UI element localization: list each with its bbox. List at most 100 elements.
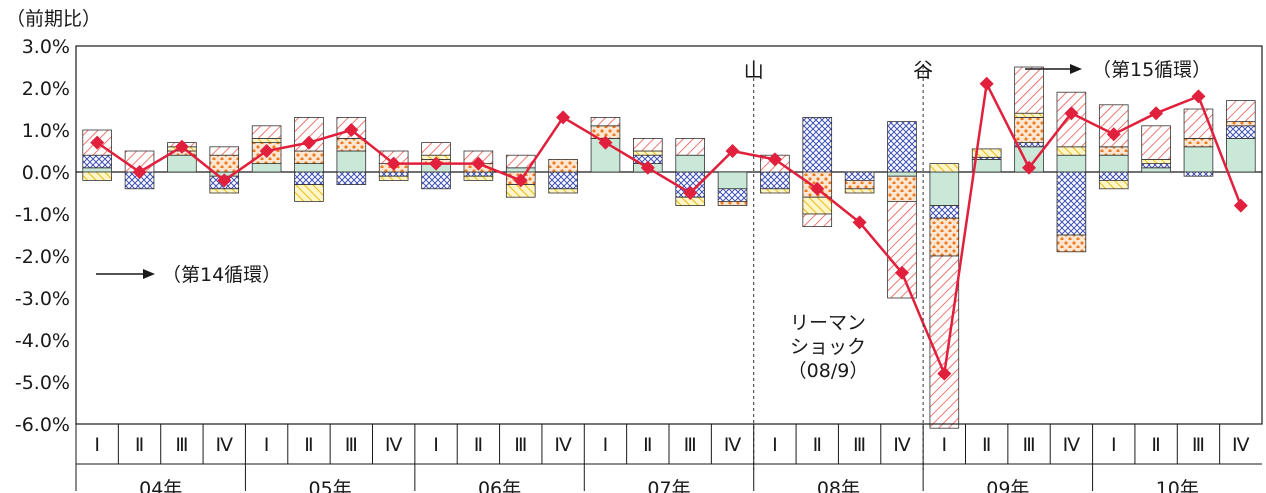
bar-segment-blue-crosshatch — [1183, 171, 1214, 177]
bar-segment-yellow-hatch — [844, 188, 875, 194]
growth-line — [96, 79, 1242, 379]
bar-segment-green-solid — [929, 171, 960, 206]
bar-segment-orange-dots — [929, 217, 960, 257]
bar-segment-green-solid — [717, 171, 748, 190]
bar-segment-blue-crosshatch — [802, 117, 833, 173]
growth-point — [725, 144, 740, 158]
bar-segment-blue-crosshatch — [548, 171, 578, 190]
growth-point — [1149, 106, 1164, 121]
bar-segment-yellow-hatch — [548, 188, 578, 194]
growth-point — [1191, 89, 1206, 104]
bar-segment-red-hatch — [505, 154, 536, 169]
y-tick-label: -3.0% — [15, 288, 70, 310]
bar-segment-red-hatch — [675, 137, 705, 156]
growth-point — [513, 173, 528, 188]
bar-segment-green-solid — [294, 163, 324, 173]
bar-segment-green-solid — [251, 163, 282, 173]
bar-segment-blue-crosshatch — [929, 205, 960, 219]
y-tick-label: -4.0% — [15, 330, 70, 352]
growth-point — [979, 76, 994, 91]
growth-point — [386, 156, 401, 171]
x-year-label: 07年 — [647, 478, 690, 493]
growth-point — [1022, 160, 1037, 175]
bar-segment-yellow-hatch — [1141, 158, 1171, 164]
x-year-label: 06年 — [478, 478, 521, 493]
growth-point — [767, 152, 782, 167]
x-quarter-label: Ⅲ — [1022, 434, 1035, 456]
bar-segment-green-solid — [1183, 146, 1214, 173]
x-quarter-label: Ⅲ — [175, 434, 188, 456]
bar-segment-yellow-hatch — [802, 196, 833, 215]
cycle-marker-label: 山 — [744, 58, 764, 82]
bar-segment-orange-dots — [294, 150, 324, 164]
bar-segment-yellow-hatch — [1056, 146, 1087, 156]
x-quarter-label: Ⅰ — [1111, 434, 1117, 456]
y-tick-label: 2.0% — [22, 78, 70, 100]
growth-point — [90, 135, 105, 150]
bar-segment-yellow-hatch — [463, 175, 494, 181]
bar-segment-green-solid — [1056, 154, 1087, 173]
bar-segment-yellow-hatch — [251, 137, 282, 143]
bar-segment-red-hatch — [590, 117, 621, 127]
growth-point — [640, 160, 655, 175]
bar-segment-green-solid — [167, 154, 197, 173]
x-year-label: 05年 — [309, 478, 352, 493]
x-quarter-label: Ⅳ — [893, 434, 911, 456]
x-quarter-label: Ⅱ — [474, 434, 483, 456]
bar-segment-orange-dots — [844, 179, 875, 190]
bar-segment-yellow-hatch — [1014, 112, 1044, 118]
bar-segment-green-solid — [505, 167, 536, 173]
bar-segment-red-hatch — [802, 213, 833, 227]
bar-segment-red-hatch — [1014, 66, 1044, 114]
bar-segment-blue-crosshatch — [717, 188, 748, 202]
bar-segment-blue-crosshatch — [760, 171, 790, 190]
bar-segment-orange-dots — [1098, 146, 1129, 156]
unit-label: （前期比） — [6, 8, 102, 30]
cycle15-label: （第15循環） — [1092, 59, 1211, 81]
growth-point — [132, 165, 147, 179]
bar-segment-orange-dots — [336, 137, 367, 152]
bar-segment-blue-crosshatch — [1056, 171, 1087, 236]
x-quarter-label: Ⅱ — [1151, 434, 1160, 456]
bar-segment-yellow-hatch — [294, 184, 324, 202]
growth-point — [937, 366, 952, 381]
growth-point — [598, 135, 613, 150]
bar-segment-orange-dots — [1183, 137, 1214, 148]
x-year-label: 08年 — [817, 478, 860, 493]
lehman-annotation: （08/9） — [788, 360, 869, 382]
cycle15-arrow-head — [1070, 64, 1082, 74]
bar-segment-green-solid — [1141, 167, 1171, 173]
y-tick-label: 0.0% — [22, 162, 70, 184]
y-tick-label: -6.0% — [15, 414, 70, 436]
bar-segment-orange-dots — [1056, 234, 1087, 253]
bar-segment-red-hatch — [251, 125, 282, 139]
y-tick-label: -2.0% — [15, 246, 70, 268]
bar-segment-red-hatch — [929, 255, 960, 429]
bar-segment-red-hatch — [1141, 125, 1171, 160]
bar-segment-orange-dots — [209, 154, 240, 173]
x-quarter-label: Ⅱ — [643, 434, 652, 456]
bar-segment-blue-crosshatch — [887, 121, 917, 173]
bar-segment-green-solid — [887, 171, 917, 177]
x-quarter-label: Ⅰ — [942, 434, 948, 456]
growth-point — [344, 123, 359, 137]
growth-point — [852, 215, 867, 230]
bar-segment-blue-crosshatch — [421, 171, 451, 190]
bar-segment-yellow-hatch — [929, 163, 960, 173]
bar-segment-yellow-hatch — [378, 175, 409, 181]
y-tick-label: -1.0% — [15, 204, 70, 226]
x-quarter-label: Ⅰ — [603, 434, 609, 456]
bar-segment-blue-crosshatch — [82, 154, 112, 169]
bar-segment-blue-crosshatch — [294, 171, 324, 185]
bar-segment-blue-crosshatch — [336, 171, 367, 185]
bar-segment-orange-dots — [887, 175, 917, 202]
x-year-label: 04年 — [139, 478, 182, 493]
x-quarter-label: Ⅱ — [982, 434, 991, 456]
growth-point — [259, 144, 274, 158]
bar-segment-orange-dots — [717, 200, 748, 206]
growth-point — [301, 135, 316, 150]
x-quarter-label: Ⅲ — [345, 434, 358, 456]
bar-segment-red-hatch — [421, 142, 451, 156]
growth-point — [429, 156, 444, 171]
